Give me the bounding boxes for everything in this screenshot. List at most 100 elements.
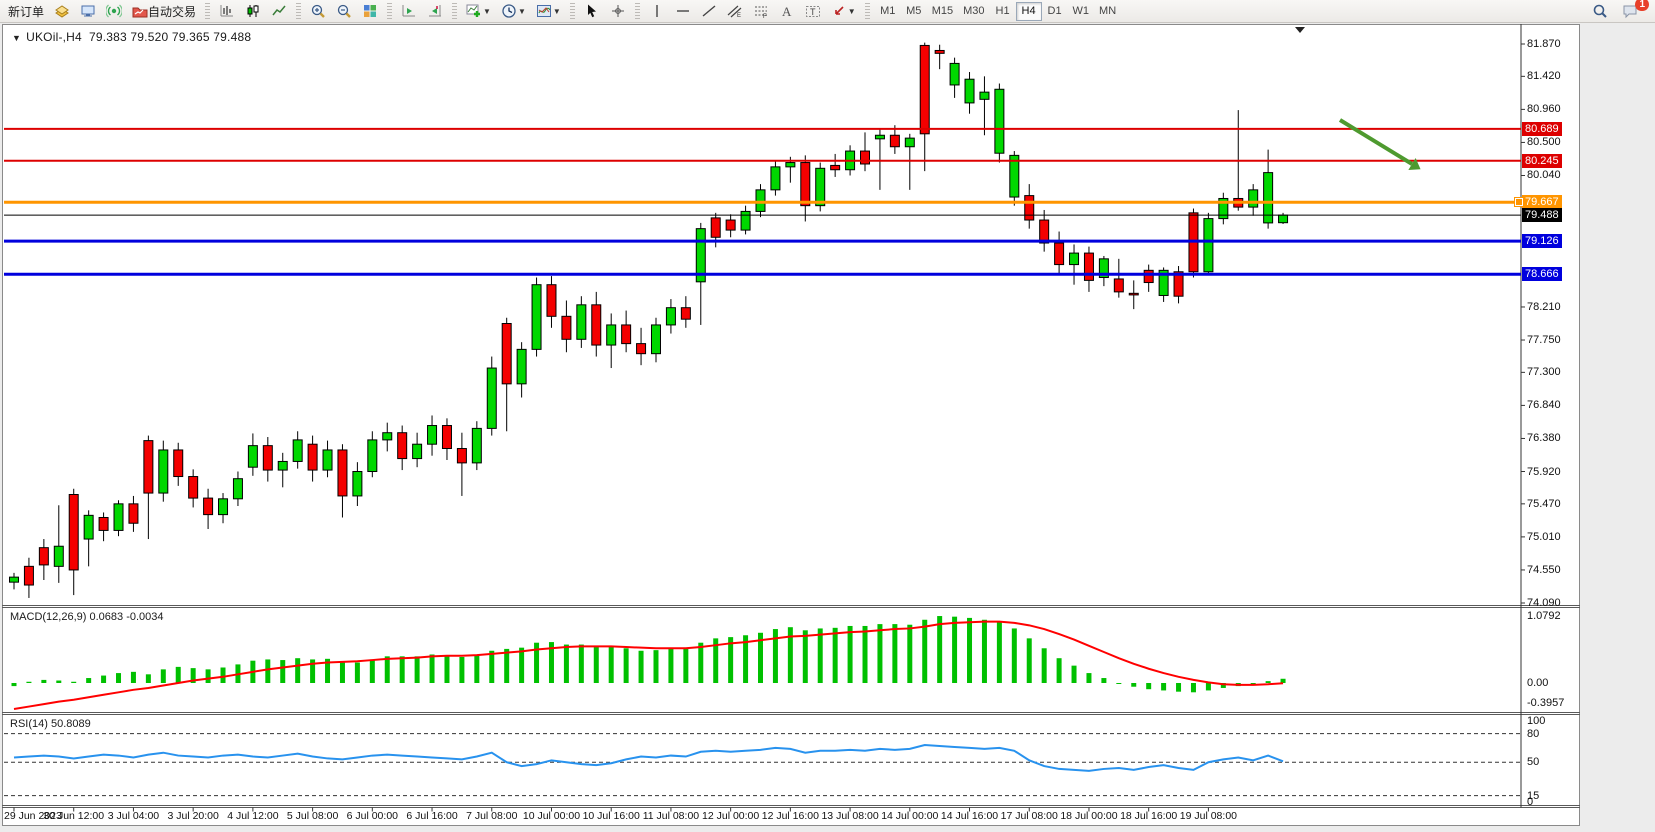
time-axis-label: 29 Jun 2023: [4, 810, 62, 822]
svg-text:F: F: [763, 14, 767, 19]
macd-histogram-bar: [1101, 678, 1107, 683]
tile-windows-button[interactable]: [358, 1, 382, 21]
fibonacci-tool-button[interactable]: F: [749, 1, 773, 21]
bar-chart-mode-button[interactable]: [215, 1, 239, 21]
trend-arrow-annotation[interactable]: [1338, 118, 1414, 166]
price-axis-tick-label: 76.380: [1527, 432, 1561, 445]
chart-symbol-label: UKOil-,H4: [26, 30, 82, 44]
gold-tile-icon: [55, 5, 69, 18]
periods-button[interactable]: ▼: [497, 1, 530, 21]
arrow-object-icon: [834, 6, 844, 15]
arrows-tool-button[interactable]: ▼: [827, 1, 860, 21]
macd-histogram-bar: [1131, 683, 1137, 687]
candlestick-mode-button[interactable]: [241, 1, 265, 21]
horizontal-line-tool-button[interactable]: [671, 1, 695, 21]
channel-tool-button[interactable]: E: [723, 1, 747, 21]
candle-body: [725, 219, 736, 231]
main-toolbar: 新订单 自动交易 ▼ ▼: [0, 0, 1655, 23]
candle-body: [964, 78, 975, 104]
equidistant-channel-icon: E: [727, 5, 742, 19]
text-label-tool-button[interactable]: T: [801, 1, 825, 21]
order-line-anchor[interactable]: [1514, 197, 1524, 207]
signal-icon[interactable]: [102, 1, 126, 21]
candle-body: [860, 150, 871, 165]
macd-histogram-bar: [653, 650, 659, 683]
time-axis-label: 14 Jul 00:00: [881, 810, 939, 822]
macd-histogram-bar: [683, 648, 689, 683]
chevron-down-icon: ▼: [483, 6, 491, 16]
candle-body: [53, 545, 64, 567]
macd-histogram-bar: [220, 667, 226, 683]
macd-histogram-bar: [548, 642, 554, 683]
notifications-button[interactable]: 1: [1618, 0, 1649, 21]
vertical-line-tool-button[interactable]: [645, 1, 669, 21]
template-icon: [536, 5, 551, 17]
svg-text:E: E: [737, 13, 741, 19]
candle-body: [695, 228, 706, 283]
macd-histogram-bar: [190, 668, 196, 683]
macd-histogram-bar: [26, 681, 32, 683]
timeframe-W1[interactable]: W1: [1068, 2, 1095, 21]
time-axis-label: 6 Jul 00:00: [346, 810, 398, 822]
timeframe-H4[interactable]: H4: [1015, 1, 1042, 21]
candle-body: [352, 471, 363, 497]
price-axis-tick-label: 81.870: [1527, 38, 1561, 50]
macd-histogram-bar: [295, 658, 301, 683]
zoom-in-button[interactable]: [306, 1, 330, 21]
cursor-tool-button[interactable]: [580, 1, 604, 21]
macd-histogram-bar: [847, 625, 853, 683]
autotrading-label: 自动交易: [148, 4, 197, 19]
chart-dropdown-icon[interactable]: ▼: [12, 33, 22, 43]
macd-histogram-bar: [967, 617, 973, 683]
indicators-button[interactable]: ▼: [462, 1, 495, 21]
auto-scroll-button[interactable]: [397, 1, 421, 21]
rsi-axis-label: 15: [1527, 789, 1540, 802]
new-order-button[interactable]: 新订单: [4, 1, 48, 21]
autotrading-button[interactable]: 自动交易: [128, 1, 200, 21]
trendline-tool-button[interactable]: [697, 1, 721, 21]
line-chart-mode-button[interactable]: [267, 1, 291, 21]
candle-body: [158, 449, 169, 494]
search-icon: [1593, 4, 1607, 18]
price-axis-tick-label: 80.960: [1527, 103, 1561, 116]
zoom-out-button[interactable]: [332, 1, 356, 21]
price-axis-tick-label: 75.920: [1527, 465, 1561, 478]
candle-body: [934, 49, 945, 54]
chart-shift-button[interactable]: [423, 1, 447, 21]
time-axis-label: 18 Jul 00:00: [1060, 810, 1118, 822]
crosshair-tool-button[interactable]: [606, 1, 630, 21]
timeframe-M1[interactable]: M1: [875, 2, 901, 21]
search-button[interactable]: [1588, 1, 1612, 21]
timeframe-H1[interactable]: H1: [990, 2, 1016, 21]
macd-histogram-bar: [698, 642, 704, 683]
timeframe-MN[interactable]: MN: [1094, 2, 1121, 21]
timeframe-M30[interactable]: M30: [958, 2, 989, 21]
macd-histogram-bar: [772, 629, 778, 683]
candle-body: [337, 449, 348, 497]
time-axis-label: 7 Jul 08:00: [466, 810, 518, 822]
macd-histogram-bar: [563, 644, 569, 683]
macd-histogram-bar: [728, 637, 734, 683]
bar-chart-icon: [220, 5, 234, 17]
time-axis-label: 30 Jun 12:00: [43, 810, 105, 822]
timeframe-D1[interactable]: D1: [1042, 2, 1068, 21]
macd-histogram-bar: [11, 683, 17, 687]
text-tool-button[interactable]: A: [775, 1, 799, 21]
clock-icon: [502, 4, 516, 18]
macd-histogram-bar: [952, 616, 958, 683]
macd-histogram-bar: [981, 619, 987, 683]
macd-histogram-bar: [1205, 683, 1211, 691]
templates-button[interactable]: ▼: [532, 1, 565, 21]
trend-arrow-head[interactable]: [1408, 158, 1421, 170]
terminal-icon[interactable]: [76, 1, 100, 21]
macd-histogram-bar: [937, 616, 943, 683]
candle-body: [1203, 218, 1214, 273]
timeframe-M5[interactable]: M5: [901, 2, 927, 21]
timeframe-M15[interactable]: M15: [927, 2, 958, 21]
candle-body: [38, 547, 49, 566]
market-watch-icon[interactable]: [50, 1, 74, 21]
tile-windows-icon: [364, 5, 377, 17]
candle-body: [441, 425, 452, 450]
candle-body: [919, 44, 930, 135]
